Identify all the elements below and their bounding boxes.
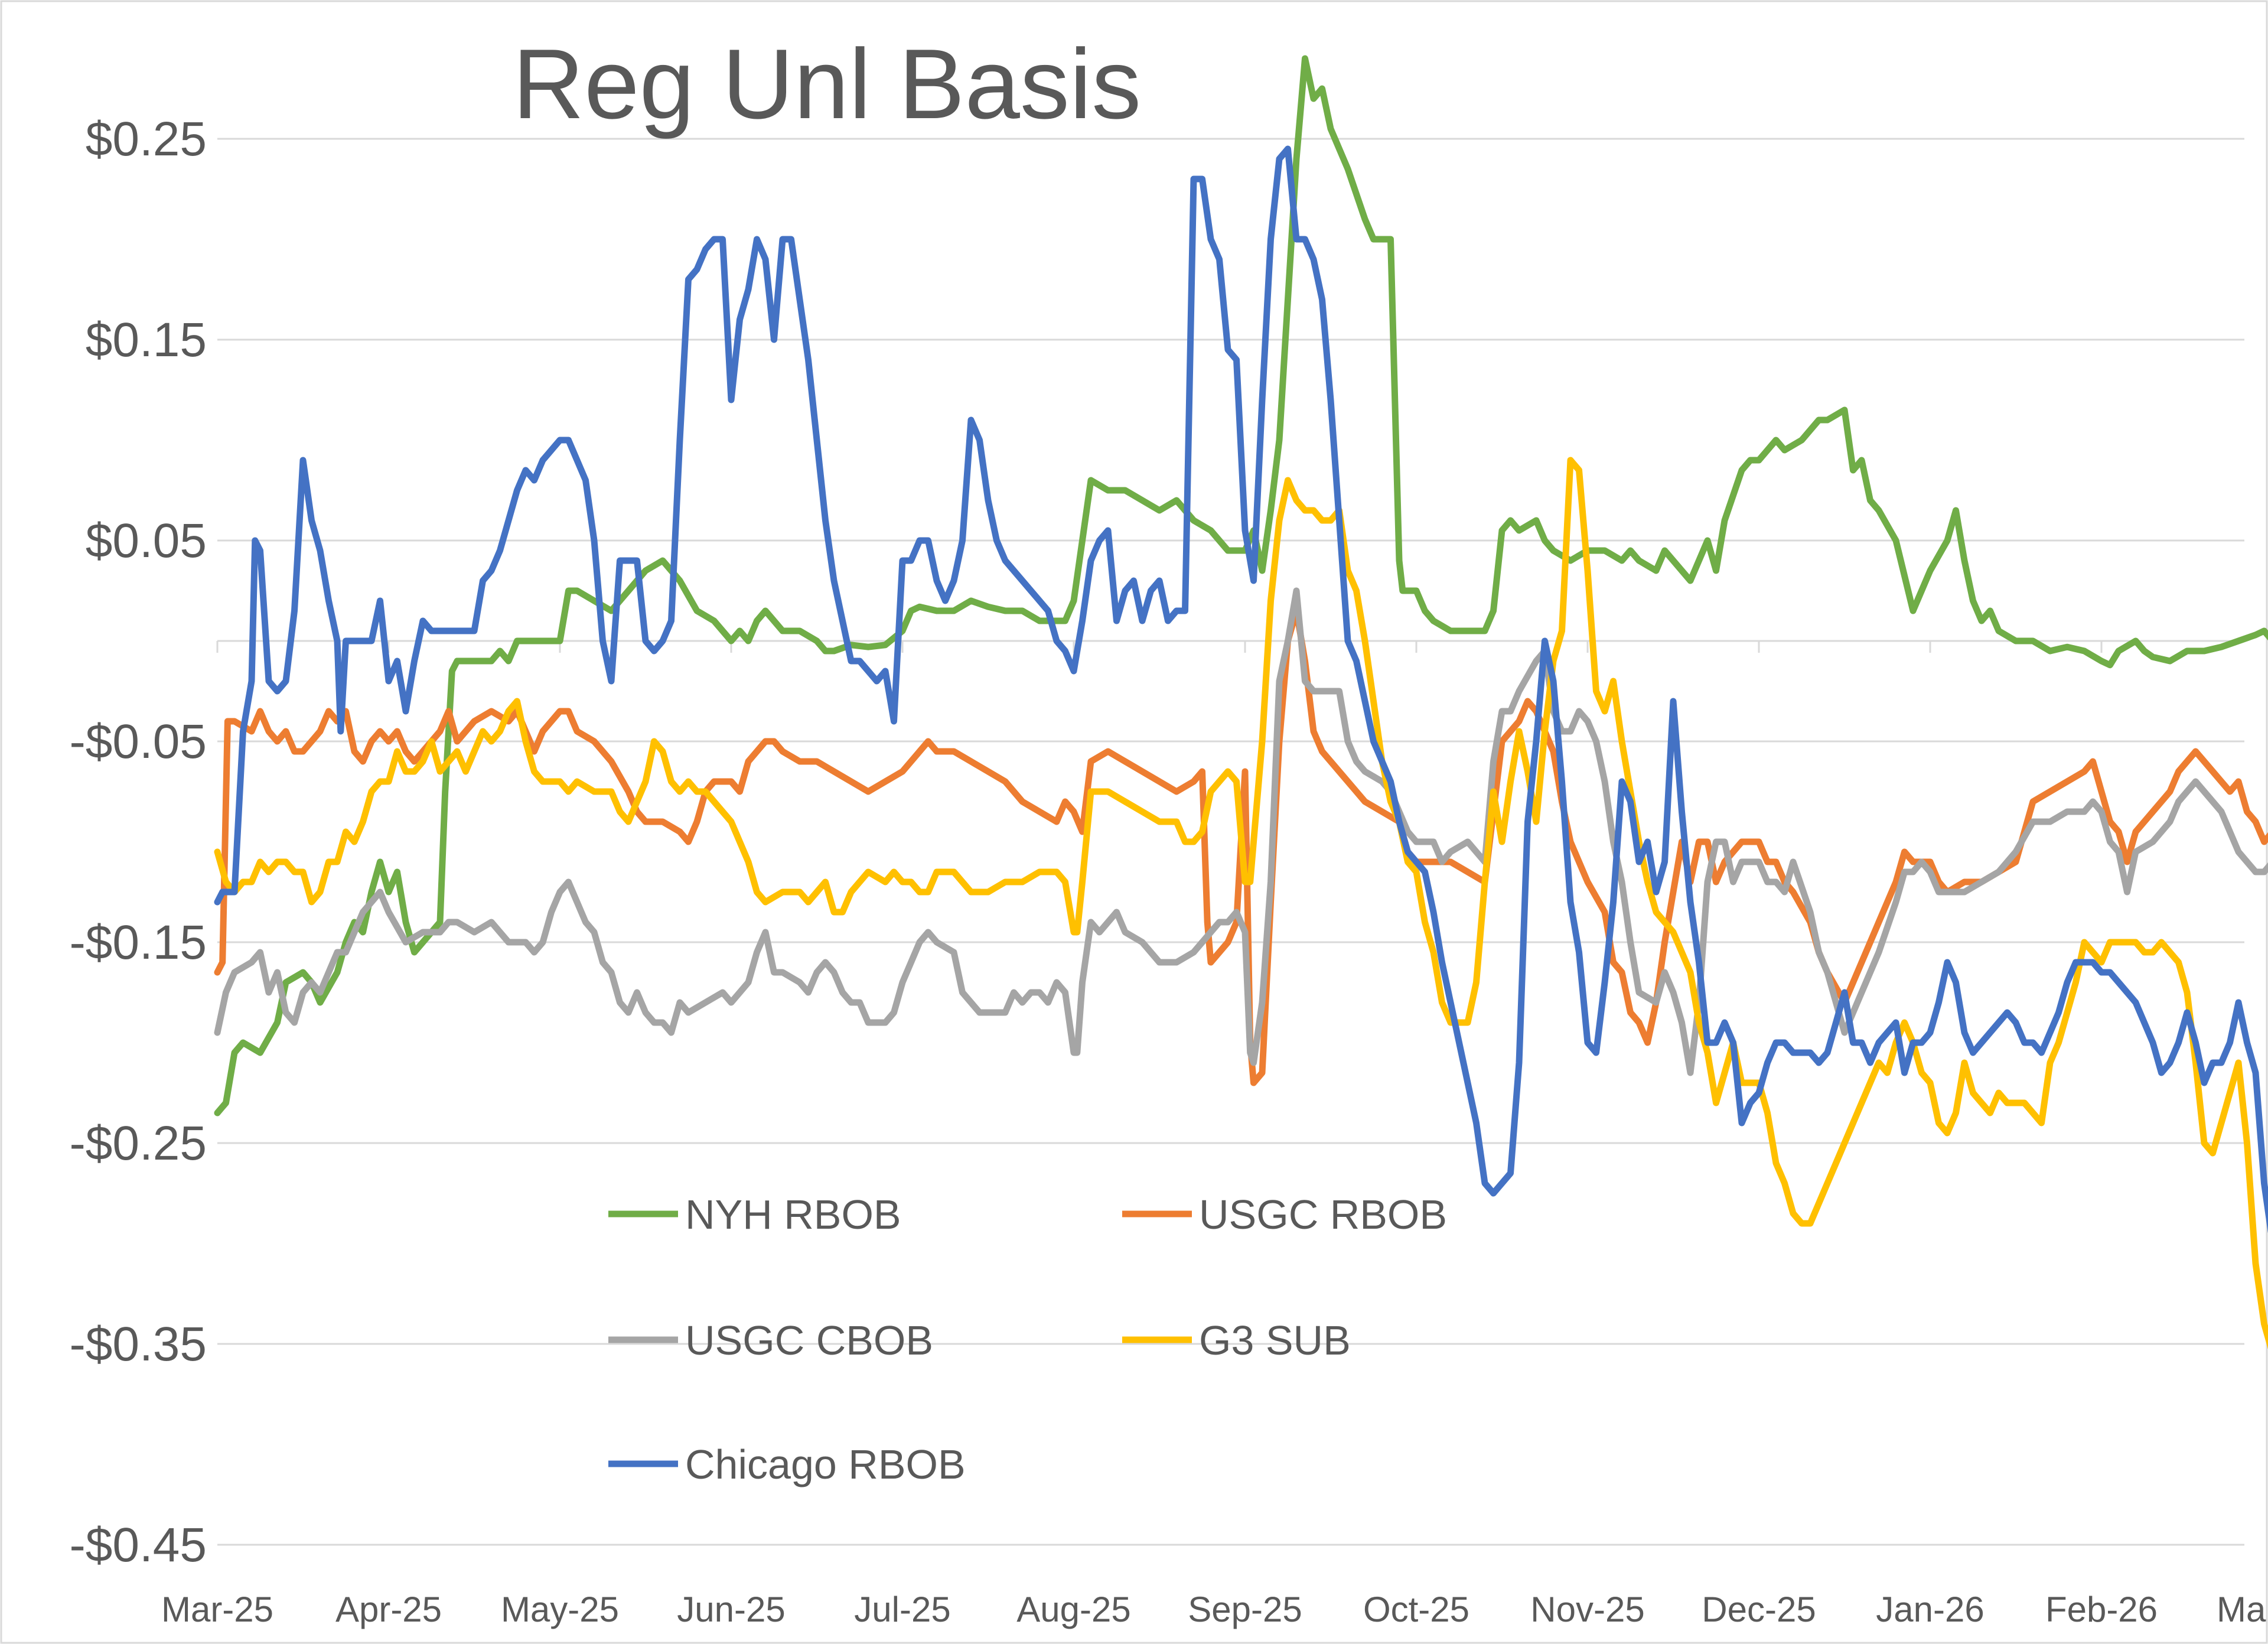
legend-label: G3 SUB (1199, 1317, 1351, 1363)
y-axis-tick-labels: $0.25 $0.15 $0.05 -$0.05 -$0.15 -$0.25 -$0.35 -… (69, 112, 207, 1572)
x-tick-label: May-25 (501, 1590, 619, 1629)
y-tick-label: -$0.25 (69, 1116, 207, 1170)
legend-label: USGC RBOB (1199, 1192, 1447, 1238)
y-tick-label: -$0.05 (69, 715, 207, 769)
y-tick-label: $0.15 (86, 313, 207, 367)
series-line-3 (214, 587, 2268, 1076)
series-lines (214, 55, 2268, 1349)
legend-item: USGC RBOB (1122, 1192, 1447, 1238)
x-tick-label: Jan-26 (1876, 1590, 1984, 1629)
series-line-1 (214, 55, 2268, 1116)
x-axis-tick-labels: Mar-25 Apr-25 May-25 Jun-25 Jul-25 Aug-25 Sep-… (161, 1590, 2268, 1629)
y-tick-label: -$0.35 (69, 1317, 207, 1371)
x-tick-label: Aug-25 (1016, 1590, 1130, 1629)
legend-item: USGC CBOB (608, 1317, 933, 1363)
x-tick-label: Feb-26 (2045, 1590, 2158, 1629)
y-tick-label: -$0.15 (69, 916, 207, 969)
y-tick-label: $0.25 (86, 112, 207, 166)
legend: NYH RBOB USGC RBOB USGC CBOB G3 SUB Chicago … (608, 1192, 1447, 1487)
legend-label: Chicago RBOB (685, 1441, 966, 1487)
x-tick-label: Mar-25 (161, 1590, 273, 1629)
y-tick-label: -$0.45 (69, 1518, 207, 1572)
x-tick-label: Jul-25 (854, 1590, 950, 1629)
x-tick-label: Sep-25 (1188, 1590, 1302, 1629)
x-tick-label: Jun-25 (677, 1590, 785, 1629)
x-tick-label: Mar-26 (2217, 1590, 2268, 1629)
legend-label: NYH RBOB (685, 1192, 901, 1238)
legend-item: G3 SUB (1122, 1317, 1351, 1363)
chart-title: Reg Unl Basis (513, 28, 1141, 139)
series-line-4 (214, 457, 2268, 1349)
x-tick-label: Oct-25 (1363, 1590, 1469, 1629)
x-tick-label: Nov-25 (1530, 1590, 1644, 1629)
y-tick-label: $0.05 (86, 514, 207, 568)
x-tick-label: Dec-25 (1702, 1590, 1816, 1629)
legend-label: USGC CBOB (685, 1317, 933, 1363)
legend-item: Chicago RBOB (608, 1441, 966, 1487)
x-tick-label: Apr-25 (335, 1590, 442, 1629)
legend-item: NYH RBOB (608, 1192, 901, 1238)
series-line-5 (214, 145, 2268, 1233)
